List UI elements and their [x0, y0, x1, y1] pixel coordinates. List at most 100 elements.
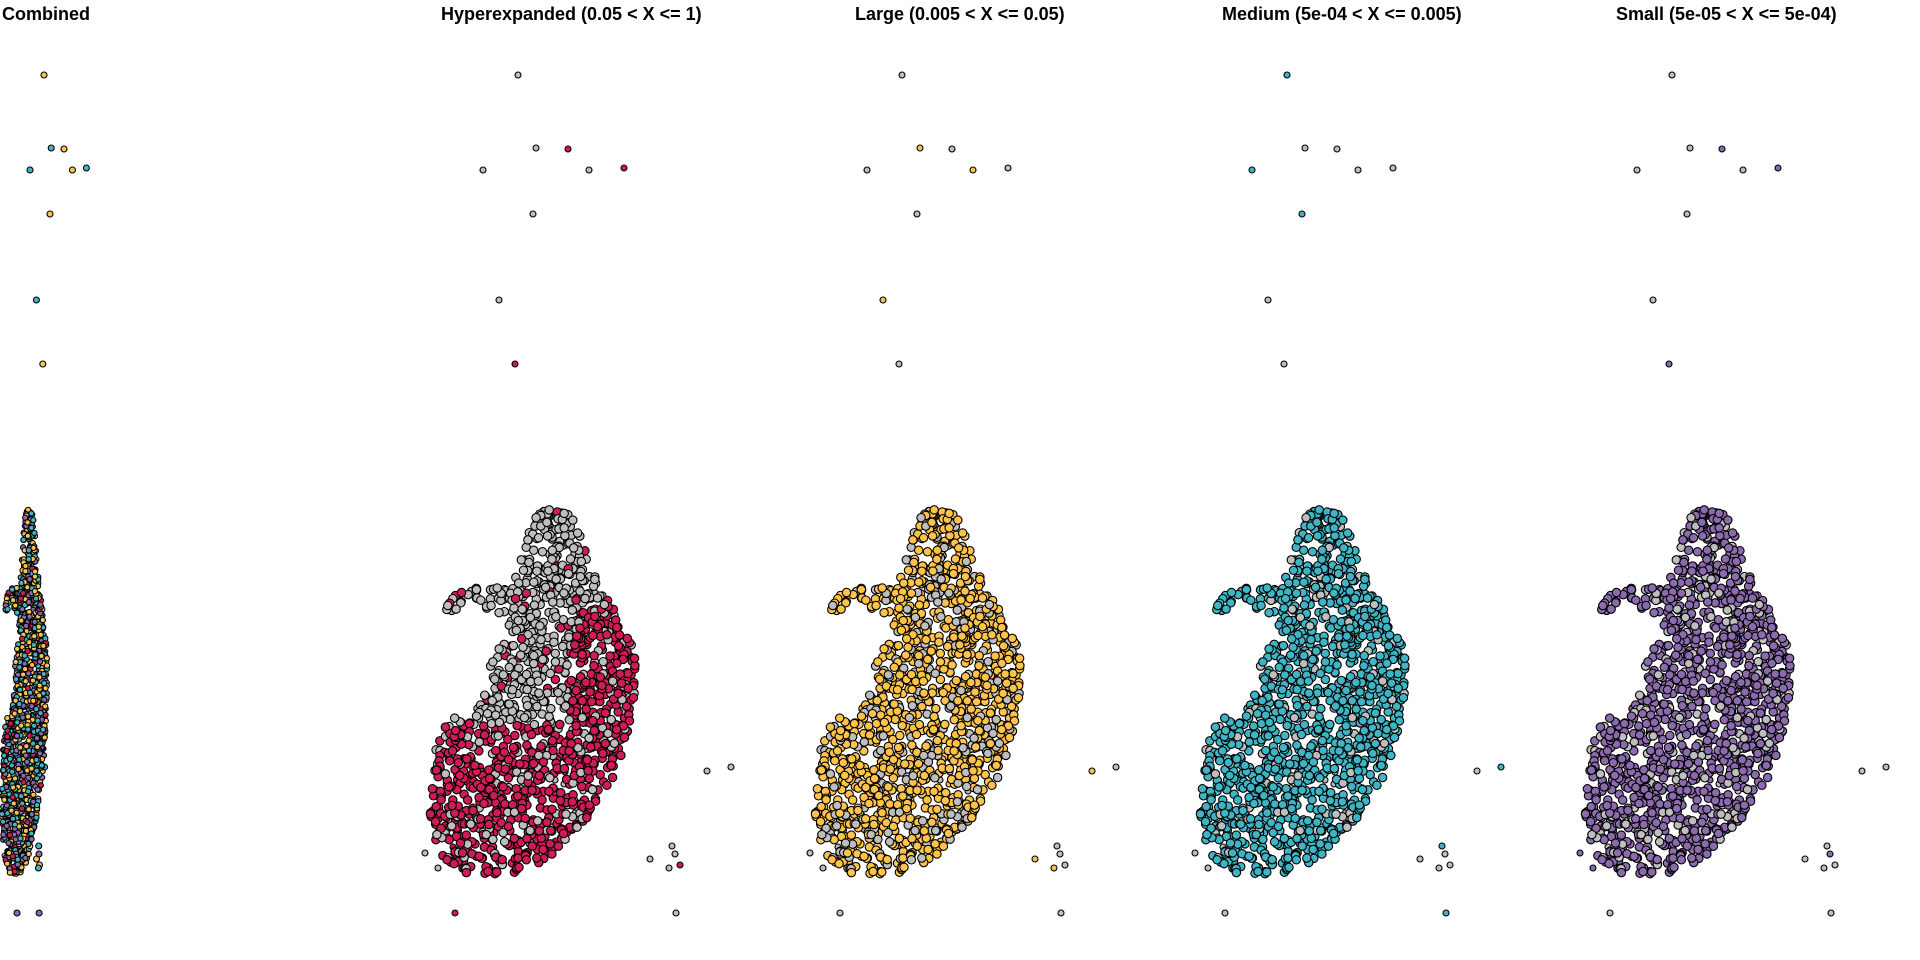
cell-point [1001, 750, 1011, 761]
cell-point [6, 869, 14, 876]
cell-point [558, 828, 569, 839]
cell-point [22, 752, 29, 759]
cell-point [907, 700, 918, 711]
cell-point [921, 634, 931, 645]
cell-point [12, 602, 19, 609]
cell-point [30, 798, 37, 805]
cell-point [906, 588, 917, 598]
cell-point [944, 763, 955, 774]
cell-point [23, 743, 30, 750]
cell-point [26, 732, 33, 739]
cell-point [38, 652, 45, 660]
cell-point [544, 786, 554, 797]
side-point [672, 909, 680, 917]
outlier-point [1280, 360, 1288, 368]
cell-point [864, 690, 875, 700]
cell-point [0, 767, 7, 774]
outlier-point [511, 360, 519, 368]
cell-point [974, 661, 984, 671]
cell-point [929, 711, 939, 722]
cell-point [34, 717, 41, 724]
cell-point [894, 603, 904, 613]
cell-point [489, 790, 499, 801]
outlier-point [47, 144, 55, 152]
cell-point [449, 713, 460, 723]
cell-point [504, 699, 514, 709]
cell-point [10, 800, 17, 807]
outlier-point [969, 166, 977, 174]
cell-point [940, 788, 951, 798]
cell-point [922, 654, 933, 665]
panel-hyperexpanded: Hyperexpanded (0.05 < X <= 1) [421, 4, 735, 917]
cell-point [444, 782, 454, 792]
cell-point [597, 680, 607, 691]
side-point [806, 849, 814, 857]
cell-point [953, 543, 964, 553]
cell-point [19, 671, 27, 678]
cell-point [536, 741, 546, 751]
cell-point [18, 617, 25, 624]
cell-point [548, 597, 558, 607]
cell-point [26, 576, 33, 583]
outlier-point [564, 145, 572, 153]
cell-point [454, 770, 465, 781]
scatter-medium [1191, 71, 1505, 917]
cell-point [846, 830, 857, 840]
cell-point [528, 758, 539, 769]
cell-point [42, 703, 49, 710]
cell-point [4, 860, 11, 867]
cell-point [22, 568, 29, 575]
cell-point [917, 853, 927, 863]
cell-point [868, 866, 878, 877]
cell-point [1013, 692, 1024, 703]
cell-point [825, 722, 836, 732]
cell-point [588, 630, 598, 641]
cell-point [525, 825, 535, 836]
cell-point [13, 732, 21, 740]
cell-point [446, 821, 457, 831]
side-point [668, 842, 676, 850]
cell-point [14, 856, 21, 863]
cell-point [957, 631, 967, 641]
cell-point [816, 765, 827, 775]
cell-point [25, 840, 32, 848]
cell-point [899, 862, 909, 873]
cell-point [11, 710, 18, 717]
cell-point [896, 625, 907, 636]
cell-point [29, 740, 37, 747]
cell-point [998, 641, 1009, 651]
cell-point [24, 519, 31, 526]
cell-point [879, 717, 890, 728]
cell-point [859, 737, 870, 747]
cell-point [540, 582, 551, 593]
side-point [665, 864, 673, 872]
cell-point [932, 804, 942, 815]
cell-point [19, 606, 26, 613]
cell-point [545, 773, 555, 783]
cell-point [492, 808, 502, 818]
cell-point [932, 545, 943, 556]
cell-point [950, 554, 961, 564]
cell-point [581, 704, 591, 714]
cell-point [914, 650, 924, 661]
cell-point [570, 640, 580, 650]
cell-point [613, 641, 624, 651]
outlier-point [1264, 296, 1272, 304]
cell-point [544, 711, 554, 722]
side-point [35, 909, 43, 917]
side-point [1050, 864, 1058, 872]
cell-point [907, 740, 917, 750]
cell-point [982, 680, 992, 691]
cell-point [13, 809, 20, 816]
cell-point [509, 603, 519, 613]
cell-point [568, 543, 579, 553]
cell-point [549, 637, 559, 647]
cell-point [450, 725, 461, 736]
cell-point [568, 696, 578, 706]
cell-point [555, 719, 565, 730]
cell-point [930, 825, 941, 836]
cell-point [484, 773, 495, 784]
cell-point [842, 848, 853, 858]
cell-point [1279, 603, 1289, 613]
cell-point [24, 532, 31, 540]
